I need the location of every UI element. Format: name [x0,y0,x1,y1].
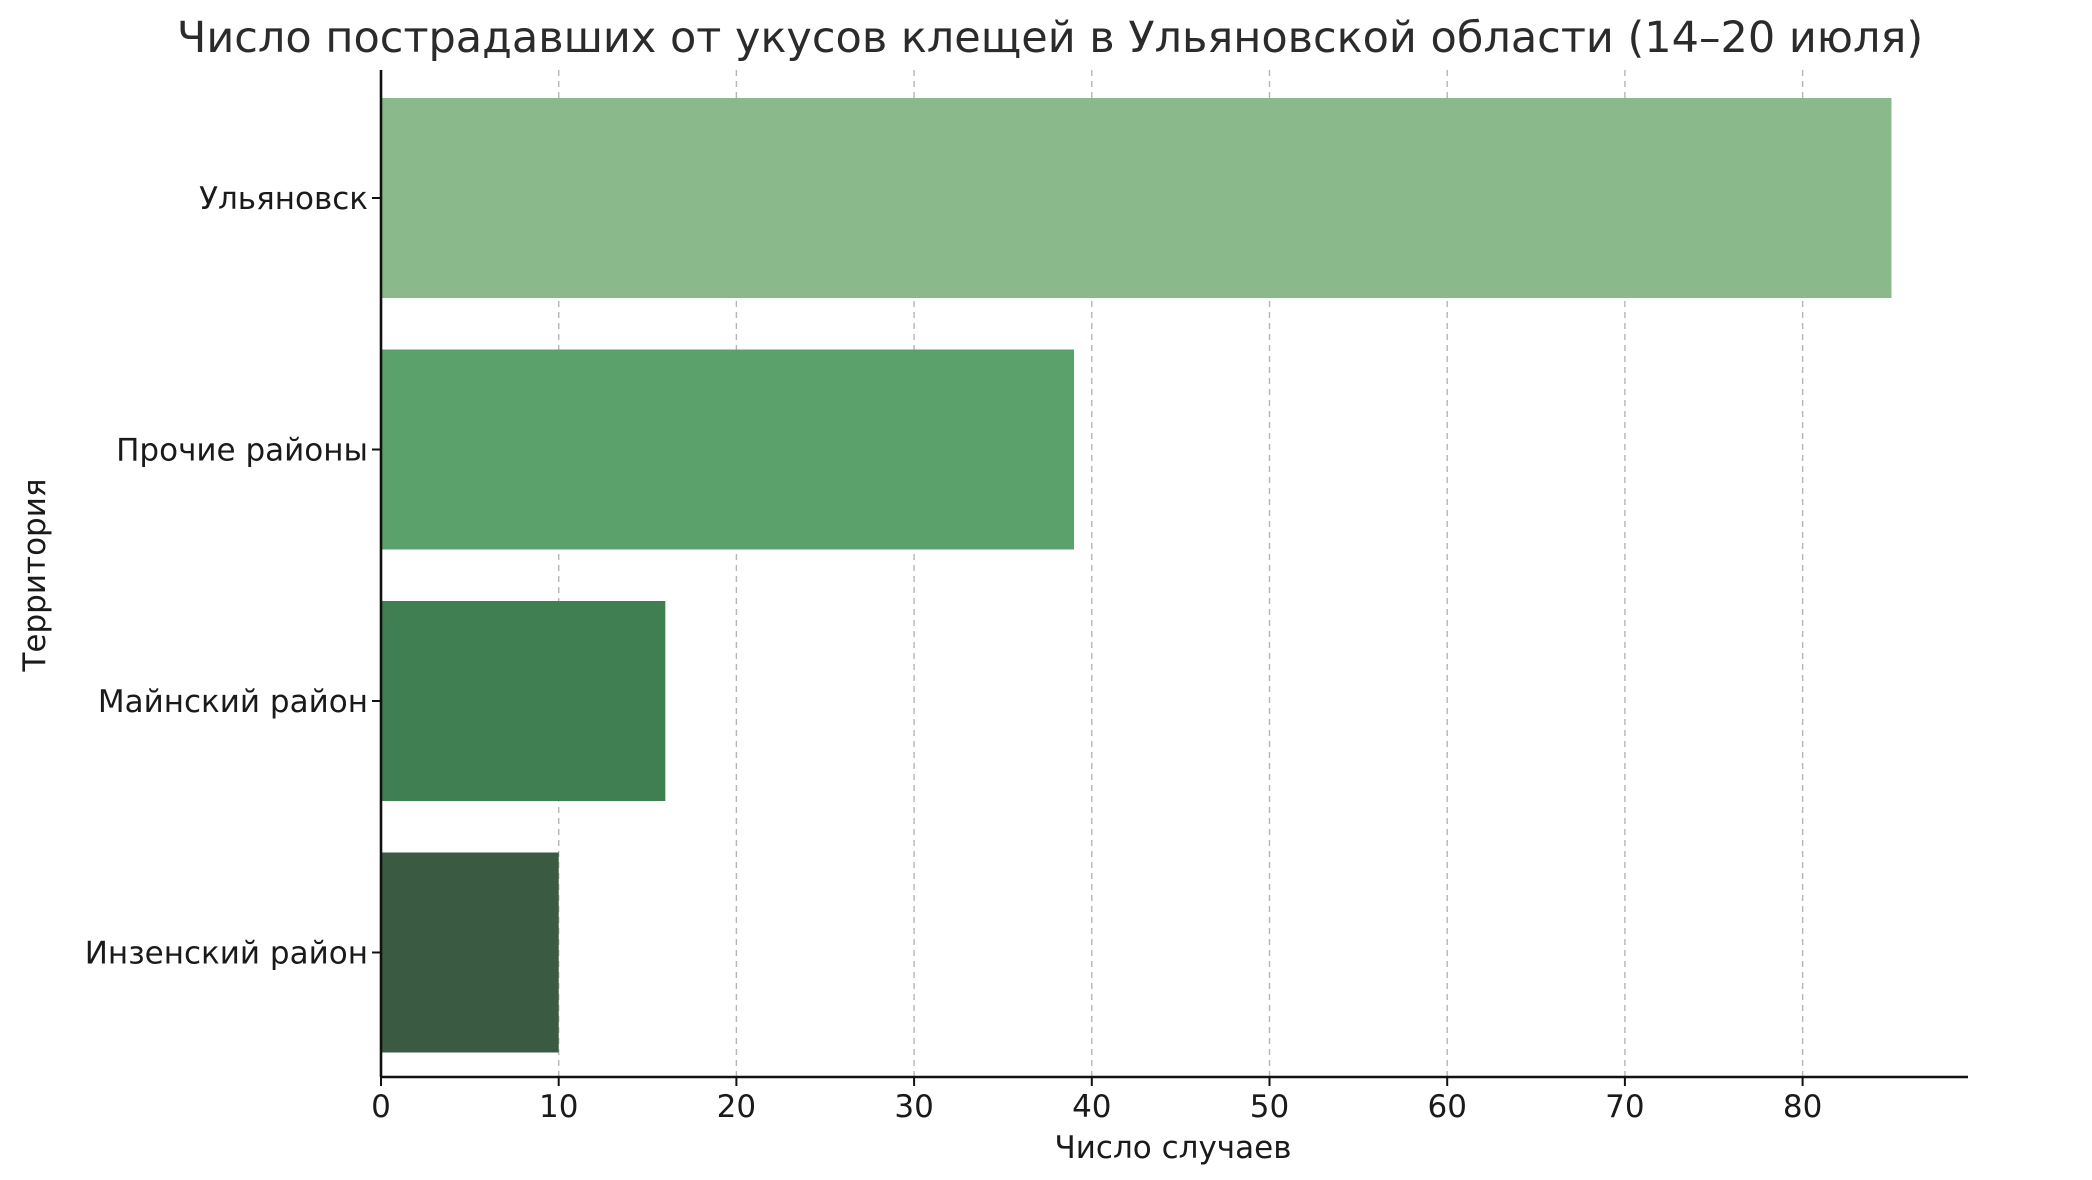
y-tick-label: Инзенский район [85,936,368,972]
x-tick-label: 80 [1783,1089,1822,1125]
x-tick-label: 50 [1250,1089,1289,1125]
bar-4 [381,852,559,1053]
x-axis-label: Число случаев [1055,1130,1292,1166]
y-axis-ticks: Ульяновск Прочие районы Майнский район Инзе… [85,181,381,972]
bars [381,98,1892,1053]
y-tick-label: Ульяновск [199,181,368,217]
x-tick-label: 20 [717,1089,756,1125]
x-tick-label: 70 [1605,1089,1644,1125]
x-axis-ticks: 0 10 20 30 40 50 60 70 80 [371,1077,1822,1125]
bar-3 [381,601,666,801]
x-tick-label: 40 [1072,1089,1111,1125]
bar-2 [381,349,1075,550]
y-tick-label: Прочие районы [116,433,368,469]
y-tick-label: Майнский район [98,684,368,720]
x-tick-label: 30 [894,1089,933,1125]
chart-title: Число пострадавших от укусов клещей в Ул… [177,13,1923,63]
y-axis-label: Территория [17,478,53,672]
x-tick-label: 0 [371,1089,391,1125]
x-tick-label: 10 [539,1089,578,1125]
bar-1 [381,98,1892,298]
x-tick-label: 60 [1427,1089,1466,1125]
